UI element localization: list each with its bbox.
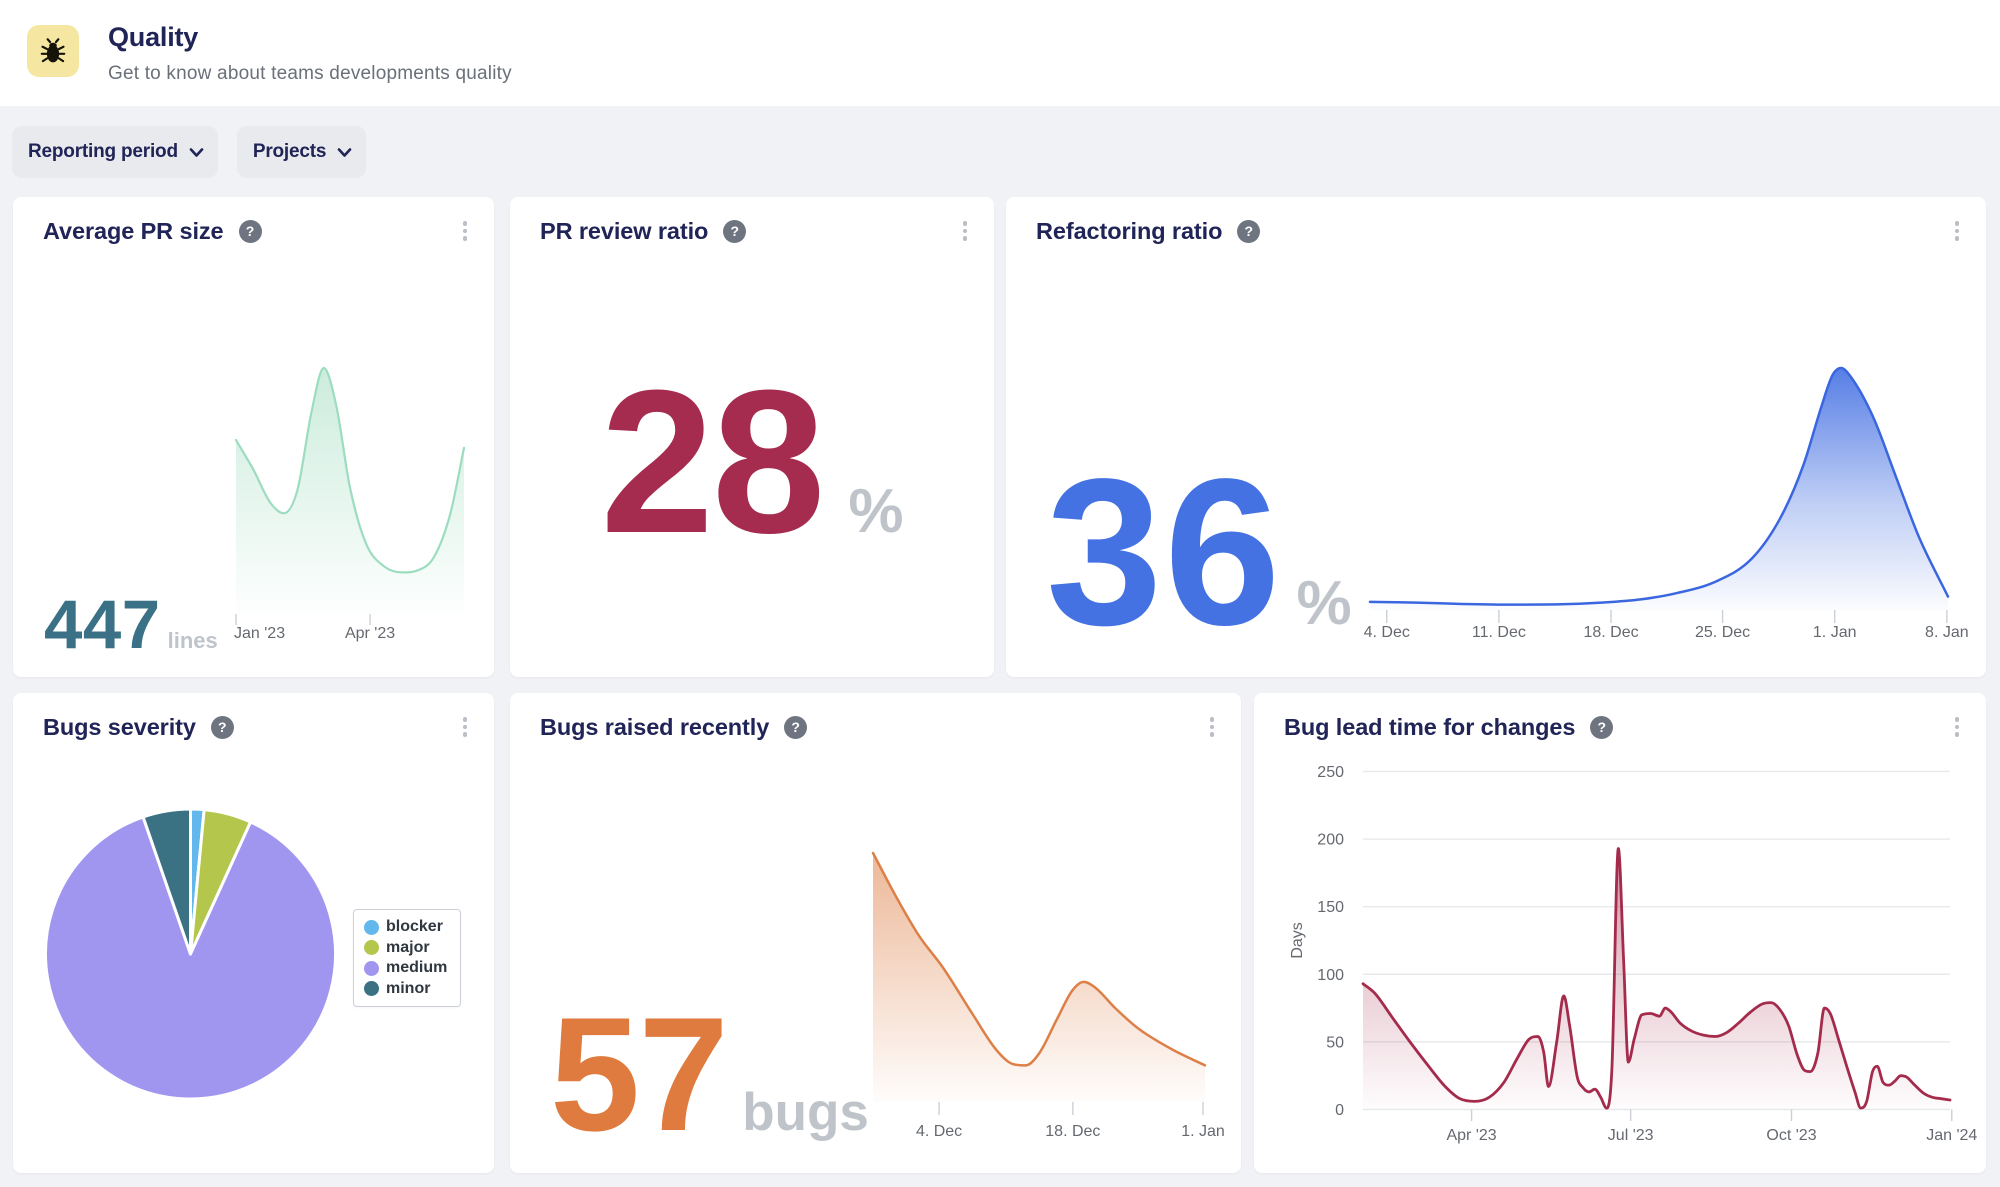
- metric-unit: %: [848, 477, 904, 547]
- series-line: [234, 366, 466, 574]
- legend-swatch: [364, 960, 379, 976]
- kebab-menu-icon[interactable]: [1944, 218, 1970, 244]
- legend-item-blocker[interactable]: blocker: [364, 918, 447, 936]
- x-axis-label: 11. Dec: [1472, 624, 1526, 641]
- x-axis-label: 18. Dec: [1583, 624, 1638, 641]
- series-line: [1361, 847, 1952, 1110]
- x-axis-label: Jan '24: [1926, 1127, 1977, 1144]
- legend-item-minor[interactable]: minor: [364, 980, 447, 998]
- x-axis-label: Jan '23: [234, 625, 285, 642]
- projects-dropdown[interactable]: Projects: [236, 126, 367, 178]
- card-average-pr-size: Average PR size ? Jan '23 Apr '23 447 lin…: [13, 197, 494, 677]
- card-pr-review-ratio: PR review ratio ? 28 %: [510, 197, 994, 677]
- series-line: [1368, 366, 1950, 606]
- reporting-period-dropdown[interactable]: Reporting period: [12, 126, 218, 178]
- metric-value: 57: [550, 983, 729, 1165]
- card-refactoring-ratio: Refactoring ratio ? 4. Dec 11. Dec 18. Dec…: [1006, 197, 1986, 677]
- bug-icon: [27, 25, 79, 77]
- pie-slice-medium[interactable]: [44, 815, 337, 1101]
- y-axis-title: Days: [1289, 922, 1306, 958]
- help-icon[interactable]: ?: [210, 715, 234, 739]
- legend-label: medium: [386, 959, 448, 976]
- projects-label: Projects: [252, 141, 327, 162]
- metric-bugs-raised: 57 bugs: [550, 983, 869, 1165]
- legend-swatch: [364, 940, 379, 955]
- x-axis-label: 4. Dec: [916, 1123, 962, 1140]
- chevron-down-icon: [337, 148, 352, 157]
- x-axis-label: Apr '23: [345, 625, 395, 642]
- page-subtitle: Get to know about teams developments qua…: [108, 62, 512, 84]
- bug-lead-time-chart: 0 50 100 150 200 250 Days Apr '23 Jul '23 Oct '23…: [1289, 764, 1977, 1144]
- card-title: PR review ratio: [540, 217, 709, 244]
- metric-value: 36: [1046, 436, 1283, 670]
- x-axis-label: 1. Jan: [1181, 1123, 1225, 1140]
- metric-value: 28: [600, 348, 826, 577]
- metric-average-pr-size: 447 lines: [44, 590, 218, 659]
- x-axis-label: 18. Dec: [1045, 1123, 1100, 1140]
- card-title: Refactoring ratio: [1036, 217, 1223, 244]
- x-axis-label: Oct '23: [1766, 1127, 1816, 1144]
- x-axis-label: 1. Jan: [1813, 624, 1857, 641]
- average-pr-size-chart: Jan '23 Apr '23: [234, 366, 466, 642]
- y-axis-label: 150: [1317, 899, 1344, 916]
- card-bug-lead-time: Bug lead time for changes ? 0 50 100 150 200…: [1254, 693, 1986, 1173]
- card-bugs-severity: Bugs severity ? blocker major medium minor: [13, 693, 494, 1173]
- filter-bar: Reporting period Projects: [12, 126, 367, 178]
- legend-label: blocker: [386, 918, 443, 935]
- card-bugs-raised-recently: Bugs raised recently ? 4. Dec 18. Dec 1. J…: [510, 693, 1241, 1173]
- x-axis-label: Apr '23: [1446, 1127, 1496, 1144]
- x-axis-label: Jul '23: [1608, 1127, 1654, 1144]
- page-header: Quality Get to know about teams developm…: [0, 0, 2000, 106]
- metric-unit: %: [1296, 569, 1352, 639]
- y-axis-label: 100: [1317, 967, 1344, 984]
- metric-refactoring-ratio: 36 %: [1046, 448, 1352, 657]
- chevron-down-icon: [189, 148, 204, 157]
- metric-pr-review-ratio: 28 %: [510, 360, 994, 564]
- area-fill: [873, 853, 1205, 1102]
- kebab-menu-icon[interactable]: [1199, 714, 1225, 740]
- y-axis-label: 50: [1326, 1034, 1344, 1051]
- help-icon[interactable]: ?: [238, 219, 262, 243]
- kebab-menu-icon[interactable]: [452, 714, 478, 740]
- card-title: Average PR size: [43, 217, 224, 244]
- reporting-period-label: Reporting period: [28, 141, 178, 162]
- metric-value: 447: [44, 585, 161, 663]
- legend-item-medium[interactable]: medium: [364, 959, 447, 977]
- legend-item-major[interactable]: major: [364, 939, 447, 957]
- kebab-menu-icon[interactable]: [1944, 714, 1970, 740]
- area-fill: [1363, 848, 1950, 1110]
- bugs-raised-chart: 4. Dec 18. Dec 1. Jan: [871, 851, 1225, 1140]
- x-axis-label: 8. Jan: [1925, 624, 1969, 641]
- help-icon[interactable]: ?: [1237, 219, 1261, 243]
- refactoring-ratio-chart: 4. Dec 11. Dec 18. Dec 25. Dec 1. Jan 8. Jan: [1364, 366, 1969, 641]
- x-axis-label: 4. Dec: [1364, 624, 1410, 641]
- y-axis-label: 200: [1317, 832, 1344, 849]
- y-axis-label: 0: [1335, 1102, 1344, 1119]
- area-fill: [1370, 368, 1948, 610]
- card-title: Bugs severity: [43, 713, 196, 740]
- legend-label: minor: [386, 979, 431, 997]
- page-title: Quality: [108, 22, 199, 52]
- bugs-severity-pie-chart: [44, 807, 337, 1101]
- metric-unit: bugs: [742, 1082, 869, 1142]
- x-axis-label: 25. Dec: [1695, 624, 1750, 641]
- help-icon[interactable]: ?: [723, 219, 747, 243]
- kebab-menu-icon[interactable]: [952, 218, 978, 244]
- card-title: Bug lead time for changes: [1284, 713, 1576, 740]
- help-icon[interactable]: ?: [1590, 715, 1614, 739]
- metric-unit: lines: [167, 627, 218, 653]
- pie-slice-minor[interactable]: [141, 807, 192, 956]
- pie-legend: blocker major medium minor: [353, 909, 462, 1007]
- kebab-menu-icon[interactable]: [452, 218, 478, 244]
- legend-swatch: [364, 919, 379, 935]
- y-axis-label: 250: [1317, 764, 1344, 781]
- legend-swatch: [364, 981, 379, 996]
- card-title: Bugs raised recently: [540, 713, 770, 740]
- help-icon[interactable]: ?: [784, 715, 808, 739]
- legend-label: major: [386, 938, 430, 956]
- series-line: [871, 851, 1207, 1067]
